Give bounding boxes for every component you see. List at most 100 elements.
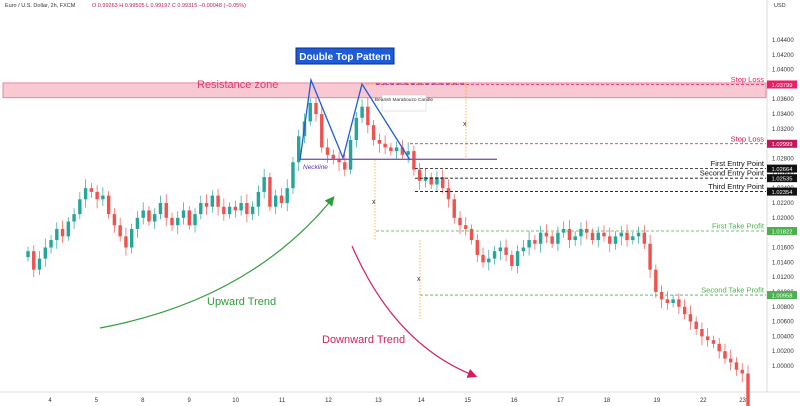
candle-body[interactable]	[682, 306, 687, 315]
candle-body[interactable]	[464, 225, 468, 229]
candle-body[interactable]	[613, 236, 618, 244]
candle-body[interactable]	[734, 362, 739, 370]
candle-body[interactable]	[158, 203, 163, 215]
candle-body[interactable]	[452, 199, 456, 218]
candle-body[interactable]	[43, 247, 47, 259]
candle-body[interactable]	[170, 217, 174, 226]
candle-body[interactable]	[389, 147, 393, 152]
candle-body[interactable]	[72, 214, 76, 222]
candle-body[interactable]	[665, 299, 670, 304]
candle-body[interactable]	[78, 199, 82, 215]
candle-body[interactable]	[176, 217, 180, 226]
candle-body[interactable]	[400, 147, 405, 155]
candle-body[interactable]	[268, 177, 272, 207]
candle-body[interactable]	[498, 247, 503, 252]
candle-body[interactable]	[222, 206, 226, 215]
candle-body[interactable]	[164, 203, 168, 218]
candle-body[interactable]	[348, 140, 353, 170]
candle-body[interactable]	[538, 232, 543, 244]
double-top-outline[interactable]	[299, 77, 411, 161]
candle-body[interactable]	[441, 177, 445, 189]
candle-body[interactable]	[325, 147, 330, 155]
candle-body[interactable]	[250, 206, 255, 215]
candle-body[interactable]	[95, 191, 99, 200]
candle-body[interactable]	[608, 236, 612, 244]
candle-body[interactable]	[314, 102, 318, 115]
candle-body[interactable]	[32, 251, 36, 270]
candle-body[interactable]	[648, 243, 652, 270]
candle-body[interactable]	[705, 336, 710, 341]
candle-body[interactable]	[377, 140, 382, 144]
candle-body[interactable]	[124, 236, 128, 248]
candle-body[interactable]	[60, 228, 65, 237]
candle-body[interactable]	[740, 369, 744, 374]
candle-body[interactable]	[394, 147, 399, 152]
candle-body[interactable]	[371, 125, 376, 140]
candle-body[interactable]	[337, 158, 341, 163]
candle-body[interactable]	[596, 232, 600, 241]
candle-body[interactable]	[481, 254, 485, 263]
candle-body[interactable]	[366, 106, 370, 126]
candle-body[interactable]	[515, 251, 520, 266]
candle-body[interactable]	[469, 228, 474, 241]
candle-body[interactable]	[677, 299, 681, 307]
candle-body[interactable]	[37, 258, 42, 270]
candle-body[interactable]	[141, 210, 145, 218]
candle-body[interactable]	[567, 228, 572, 241]
candle-body[interactable]	[636, 232, 641, 237]
candle-body[interactable]	[204, 203, 209, 207]
candle-body[interactable]	[406, 151, 410, 155]
candle-body[interactable]	[717, 343, 721, 352]
candle-body[interactable]	[89, 188, 94, 192]
candle-body[interactable]	[262, 177, 266, 192]
candle-body[interactable]	[135, 217, 140, 229]
candle-body[interactable]	[446, 188, 451, 200]
candle-body[interactable]	[216, 195, 220, 207]
candle-body[interactable]	[187, 210, 191, 226]
candle-body[interactable]	[291, 162, 295, 189]
candle-body[interactable]	[83, 188, 88, 200]
candle-body[interactable]	[273, 195, 278, 207]
candle-body[interactable]	[147, 210, 151, 222]
candle-body[interactable]	[101, 195, 105, 200]
candle-body[interactable]	[49, 240, 53, 248]
candle-body[interactable]	[26, 251, 30, 258]
candle-body[interactable]	[746, 373, 750, 406]
candle-body[interactable]	[66, 221, 71, 237]
candle-body[interactable]	[642, 232, 647, 244]
candle-body[interactable]	[412, 151, 416, 170]
candle-body[interactable]	[550, 236, 554, 244]
candle-body[interactable]	[700, 329, 704, 337]
candle-body[interactable]	[579, 228, 583, 237]
candle-body[interactable]	[492, 251, 497, 259]
candle-body[interactable]	[573, 236, 577, 241]
candle-body[interactable]	[383, 143, 387, 148]
candle-body[interactable]	[331, 154, 335, 159]
candle-body[interactable]	[256, 191, 261, 207]
candle-body[interactable]	[602, 232, 606, 237]
candle-body[interactable]	[487, 258, 491, 263]
candle-body[interactable]	[729, 358, 733, 363]
candle-body[interactable]	[711, 340, 716, 344]
candle-body[interactable]	[112, 214, 117, 226]
candle-body[interactable]	[279, 195, 284, 203]
candle-body[interactable]	[475, 240, 479, 255]
candle-body[interactable]	[556, 232, 560, 244]
candle-body[interactable]	[245, 203, 249, 215]
candle-body[interactable]	[631, 236, 635, 241]
candle-body[interactable]	[688, 314, 693, 322]
candle-body[interactable]	[521, 247, 526, 252]
candle-body[interactable]	[625, 232, 629, 241]
candle-body[interactable]	[285, 188, 289, 203]
candle-body[interactable]	[654, 269, 658, 292]
candle-body[interactable]	[129, 228, 134, 248]
candle-body[interactable]	[659, 291, 664, 300]
candle-body[interactable]	[619, 232, 623, 237]
candle-body[interactable]	[354, 117, 359, 140]
candle-body[interactable]	[590, 232, 595, 241]
candle-body[interactable]	[193, 214, 197, 226]
candle-body[interactable]	[320, 114, 324, 148]
candle-body[interactable]	[233, 206, 238, 211]
candle-body[interactable]	[181, 210, 186, 218]
